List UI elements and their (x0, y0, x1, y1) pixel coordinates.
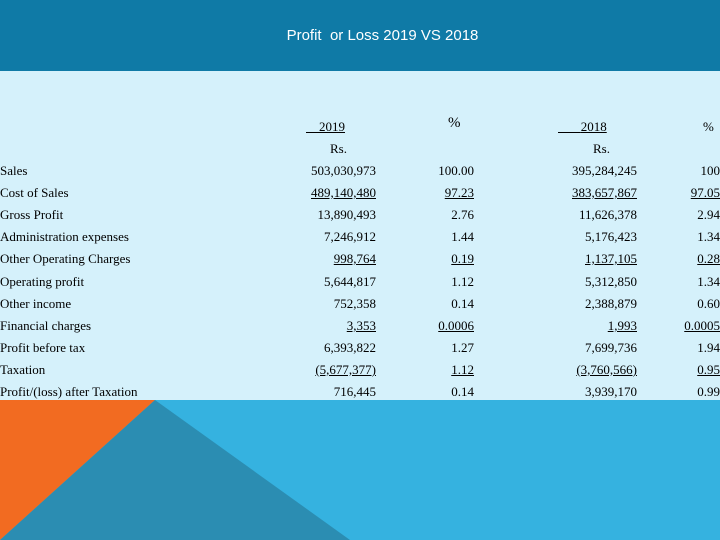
pct-2019: 1.12 (451, 274, 474, 289)
value-2019: 716,445 (333, 384, 376, 399)
value-2018: 395,284,245 (572, 163, 637, 178)
value-2019: 7,246,912 (324, 229, 376, 244)
row-label: Other Operating Charges (0, 251, 131, 266)
pct-2018: 0.28 (697, 251, 720, 266)
pct-2018: 97.05 (690, 185, 720, 200)
pct-2018: 0.60 (697, 296, 720, 311)
row-label: Administration expenses (0, 229, 129, 244)
pct-2018: 0.99 (697, 384, 720, 399)
row-label: Profit/(loss) after Taxation (0, 384, 138, 399)
pct-2018: 0.95 (697, 362, 720, 377)
row-label: Taxation (0, 362, 46, 377)
slide-title: Profit or Loss 2019 VS 2018 (286, 27, 479, 44)
pct-2019: 97.23 (444, 185, 474, 200)
footer-shapes (0, 400, 350, 540)
value-2019: 13,890,493 (317, 207, 377, 222)
pct-2019: 1.44 (451, 229, 474, 244)
row-label: Other income (0, 296, 72, 311)
value-2019: 3,353 (346, 318, 376, 333)
value-2018: 3,939,170 (585, 384, 637, 399)
value-2018: 1,137,105 (585, 251, 637, 266)
value-2019: 503,030,973 (311, 163, 376, 178)
pct-2019: 0.19 (451, 251, 474, 266)
header-2018: 2018 (580, 119, 607, 134)
header-pct-2018: % (703, 119, 714, 134)
row-label: Sales (0, 163, 28, 178)
value-2018: 383,657,867 (572, 185, 637, 200)
value-2018: 2,388,879 (585, 296, 637, 311)
row-label: Cost of Sales (0, 185, 69, 200)
value-2019: 5,644,817 (324, 274, 376, 289)
currency-2018: Rs. (593, 141, 610, 156)
pct-2019: 1.27 (451, 340, 474, 355)
value-2019: 489,140,480 (311, 185, 376, 200)
value-2018: (3,760,566) (576, 362, 637, 377)
pct-2019: 0.0006 (438, 318, 474, 333)
value-2019: 998,764 (333, 251, 376, 266)
value-2019: 752,358 (333, 296, 376, 311)
pct-2019: 100.00 (438, 163, 474, 178)
pct-2018: 2.94 (697, 207, 720, 222)
value-2018: 1,993 (607, 318, 637, 333)
title-banner: Profit or Loss 2019 VS 2018 (0, 0, 720, 71)
profit-loss-table: 2019 % 2018 % Rs. Rs. Sales 503,030,973 10… (0, 115, 720, 400)
value-2018: 5,312,850 (585, 274, 637, 289)
value-2018: 5,176,423 (585, 229, 637, 244)
row-label: Operating profit (0, 274, 85, 289)
currency-2019: Rs. (330, 141, 347, 156)
value-2018: 11,626,378 (578, 207, 637, 222)
row-label: Gross Profit (0, 207, 64, 222)
row-label: Profit before tax (0, 340, 86, 355)
value-2019: 6,393,822 (324, 340, 376, 355)
pct-2019: 0.14 (451, 384, 474, 399)
row-label: Financial charges (0, 318, 92, 333)
pct-2018: 1.34 (697, 274, 720, 289)
header-pct-2019: % (448, 115, 461, 131)
header-2019: 2019 (319, 119, 345, 134)
pct-2019: 2.76 (451, 207, 474, 222)
pct-2019: 1.12 (451, 362, 474, 377)
pct-2018: 1.94 (697, 340, 720, 355)
decorative-footer (0, 400, 720, 540)
pct-2018: 1.34 (697, 229, 720, 244)
value-2018: 7,699,736 (585, 340, 637, 355)
pct-2019: 0.14 (451, 296, 474, 311)
value-2019: (5,677,377) (315, 362, 376, 377)
pct-2018: 100 (700, 163, 720, 178)
table-background (0, 71, 720, 400)
dark-blue-triangle (0, 400, 350, 540)
pct-2018: 0.0005 (684, 318, 720, 333)
